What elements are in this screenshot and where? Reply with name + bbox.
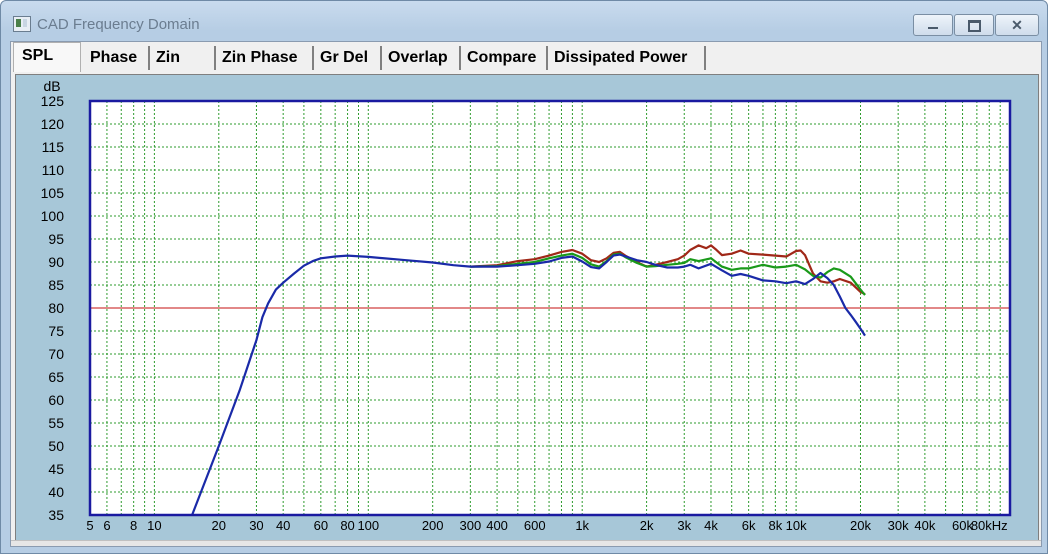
x-tick-label: 8 (130, 518, 137, 533)
x-tick-label: 300 (459, 518, 481, 533)
x-tick-label: 400 (486, 518, 508, 533)
x-tick-label: 10k (786, 518, 807, 533)
y-tick-label: 60 (48, 392, 64, 408)
y-tick-label: 65 (48, 369, 64, 385)
y-tick-label: 105 (41, 185, 65, 201)
x-tick-label: 1k (575, 518, 589, 533)
y-axis-label: dB (43, 78, 60, 94)
y-tick-label: 110 (42, 162, 65, 178)
y-tick-label: 120 (41, 116, 65, 132)
x-tick-label: 5 (86, 518, 93, 533)
x-tick-label: 6k (742, 518, 756, 533)
y-tick-label: 95 (48, 231, 64, 247)
x-tick-label: 60k (952, 518, 973, 533)
horizontal-scrollbar[interactable] (11, 540, 1041, 546)
y-tick-label: 90 (48, 254, 64, 270)
tab-zin-phase[interactable]: Zin Phase (216, 46, 314, 70)
x-tick-label: 60 (314, 518, 328, 533)
app-icon (13, 16, 31, 32)
x-tick-label: 20k (850, 518, 871, 533)
tab-strip: SPL Phase Zin Zin Phase Gr Del Overlap C… (11, 42, 1041, 74)
y-tick-label: 40 (48, 484, 64, 500)
series-line-red (470, 244, 866, 296)
x-tick-label: 8k (769, 518, 783, 533)
close-button[interactable]: ✕ (995, 14, 1039, 36)
x-tick-label: 4k (704, 518, 718, 533)
spl-chart[interactable]: 3540455055606570758085909510010511011512… (16, 75, 1038, 543)
x-tick-label: 30 (249, 518, 263, 533)
y-tick-label: 55 (48, 415, 64, 431)
x-tick-label: 10 (147, 518, 161, 533)
y-tick-label: 45 (48, 461, 64, 477)
plot-panel: 35 40 45 50 55 60 65 70 75 80 85 90 95 100 105 110 115 12… (15, 74, 1039, 544)
tab-compare[interactable]: Compare (461, 46, 548, 70)
y-tick-label: 50 (48, 438, 64, 454)
x-tick-label: 6 (103, 518, 110, 533)
tab-spl[interactable]: SPL (13, 42, 81, 72)
plot-frame (88, 99, 1012, 517)
y-tick-label: 125 (41, 93, 65, 109)
y-tick-label: 100 (41, 208, 65, 224)
x-tick-label: 600 (524, 518, 546, 533)
tab-gr-del[interactable]: Gr Del (314, 46, 382, 70)
y-tick-label: 115 (42, 139, 65, 155)
x-tick-label: 80 (340, 518, 354, 533)
y-tick-label: 35 (48, 507, 64, 523)
tab-overlap[interactable]: Overlap (382, 46, 461, 70)
x-tick-label: 2k (640, 518, 654, 533)
minimize-button[interactable] (913, 14, 953, 36)
x-tick-label: 30k (888, 518, 909, 533)
x-tick-label: 80kHz (971, 518, 1008, 533)
y-tick-label: 70 (48, 346, 64, 362)
tab-dissipated-power[interactable]: Dissipated Power (548, 46, 706, 70)
tab-phase[interactable]: Phase (84, 46, 150, 70)
y-tick-label: 80 (48, 300, 64, 316)
x-tick-label: 40 (276, 518, 290, 533)
window-title: CAD Frequency Domain (37, 16, 200, 33)
title-bar[interactable]: CAD Frequency Domain ✕ (1, 1, 1047, 36)
close-icon: ✕ (1011, 17, 1023, 33)
y-tick-label: 85 (48, 277, 64, 293)
x-tick-label: 100 (357, 518, 379, 533)
x-tick-label: 40k (914, 518, 935, 533)
maximize-button[interactable] (954, 14, 994, 36)
y-tick-label: 75 (48, 323, 64, 339)
x-tick-label: 200 (422, 518, 444, 533)
x-tick-label: 3k (677, 518, 691, 533)
x-tick-label: 20 (212, 518, 226, 533)
client-area: SPL Phase Zin Zin Phase Gr Del Overlap C… (10, 41, 1042, 547)
series-line-blue (191, 253, 866, 516)
tab-zin[interactable]: Zin (150, 46, 216, 70)
